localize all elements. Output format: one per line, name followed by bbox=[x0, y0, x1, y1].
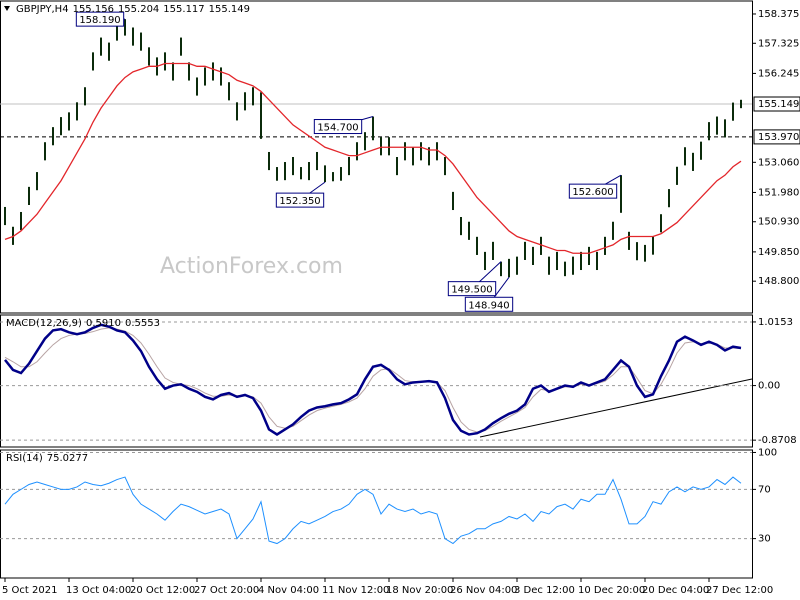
rsi-line bbox=[4, 476, 742, 545]
annotation-label: 149.500 bbox=[451, 285, 492, 296]
panel-frame bbox=[0, 449, 753, 579]
x-tick-label: 20 Oct 12:00 bbox=[130, 585, 195, 596]
symbol-arrow bbox=[4, 6, 10, 11]
panel-frame bbox=[0, 314, 753, 448]
annotation-box bbox=[313, 119, 363, 135]
x-tick-label: 3 Dec 12:00 bbox=[514, 585, 575, 596]
level-label: 153.970 bbox=[758, 132, 799, 143]
y-tick-label: 150.930 bbox=[758, 217, 799, 228]
x-tick-label: 26 Nov 04:00 bbox=[450, 585, 517, 596]
annotation-label: 152.350 bbox=[279, 196, 320, 207]
annotation-box bbox=[568, 183, 618, 199]
y-tick-label: 100 bbox=[758, 447, 777, 458]
macd-line bbox=[4, 323, 742, 436]
panel-frame bbox=[0, 0, 753, 314]
x-tick-label: 4 Nov 04:00 bbox=[258, 585, 319, 596]
x-tick-label: 27 Dec 12:00 bbox=[706, 585, 773, 596]
moving-average bbox=[4, 62, 742, 254]
price-box bbox=[753, 96, 800, 112]
y-tick-label: 149.850 bbox=[758, 247, 799, 258]
y-tick-label: 151.980 bbox=[758, 187, 799, 198]
x-tick-label: 27 Oct 20:00 bbox=[194, 585, 259, 596]
annotation-label: 148.940 bbox=[468, 300, 509, 311]
y-tick-label: 148.800 bbox=[758, 276, 799, 287]
x-tick-label: 10 Dec 20:00 bbox=[578, 585, 645, 596]
readout: 155.117 bbox=[163, 4, 204, 15]
watermark: ActionForex.com bbox=[160, 254, 343, 279]
readout: 155.204 bbox=[118, 4, 159, 15]
y-tick-label: 157.325 bbox=[758, 38, 799, 49]
level-box bbox=[753, 129, 800, 145]
x-tick-label: 18 Nov 20:00 bbox=[386, 585, 453, 596]
trendline bbox=[479, 378, 753, 438]
y-tick-label: 153.060 bbox=[758, 157, 799, 168]
readout: 0.5910 bbox=[86, 318, 121, 329]
y-tick-label: 1.0153 bbox=[758, 317, 793, 328]
annotation-label: 152.600 bbox=[572, 187, 613, 198]
annotation-label: 158.190 bbox=[79, 15, 120, 26]
readout: 75.0277 bbox=[47, 453, 88, 464]
readout: RSI(14) bbox=[6, 453, 43, 464]
x-tick-label: 11 Nov 12:00 bbox=[322, 585, 389, 596]
annotation-label: 154.700 bbox=[317, 123, 358, 134]
x-tick-label: 20 Dec 04:00 bbox=[642, 585, 709, 596]
x-tick-label: 5 Oct 2021 bbox=[2, 585, 57, 596]
readout: 155.149 bbox=[209, 4, 250, 15]
annotation-box bbox=[464, 296, 514, 312]
y-tick-label: 158.375 bbox=[758, 9, 799, 20]
annotation-box bbox=[75, 11, 125, 27]
y-tick-label: 30 bbox=[758, 534, 771, 545]
signal-line bbox=[4, 327, 742, 433]
y-tick-label: 70 bbox=[758, 484, 771, 495]
y-tick-label: 0.00 bbox=[758, 381, 780, 392]
readout: 0.5553 bbox=[125, 318, 160, 329]
x-tick-label: 13 Oct 04:00 bbox=[66, 585, 131, 596]
annotation-box bbox=[447, 281, 497, 297]
y-tick-label: 156.245 bbox=[758, 68, 799, 79]
readout: 155.156 bbox=[73, 4, 114, 15]
price-label: 155.149 bbox=[758, 99, 799, 110]
readout: MACD(12,26,9) bbox=[6, 318, 82, 329]
annotation-box bbox=[275, 192, 325, 208]
readout: GBPJPY,H4 bbox=[16, 4, 69, 15]
y-tick-label: -0.8708 bbox=[758, 435, 797, 446]
